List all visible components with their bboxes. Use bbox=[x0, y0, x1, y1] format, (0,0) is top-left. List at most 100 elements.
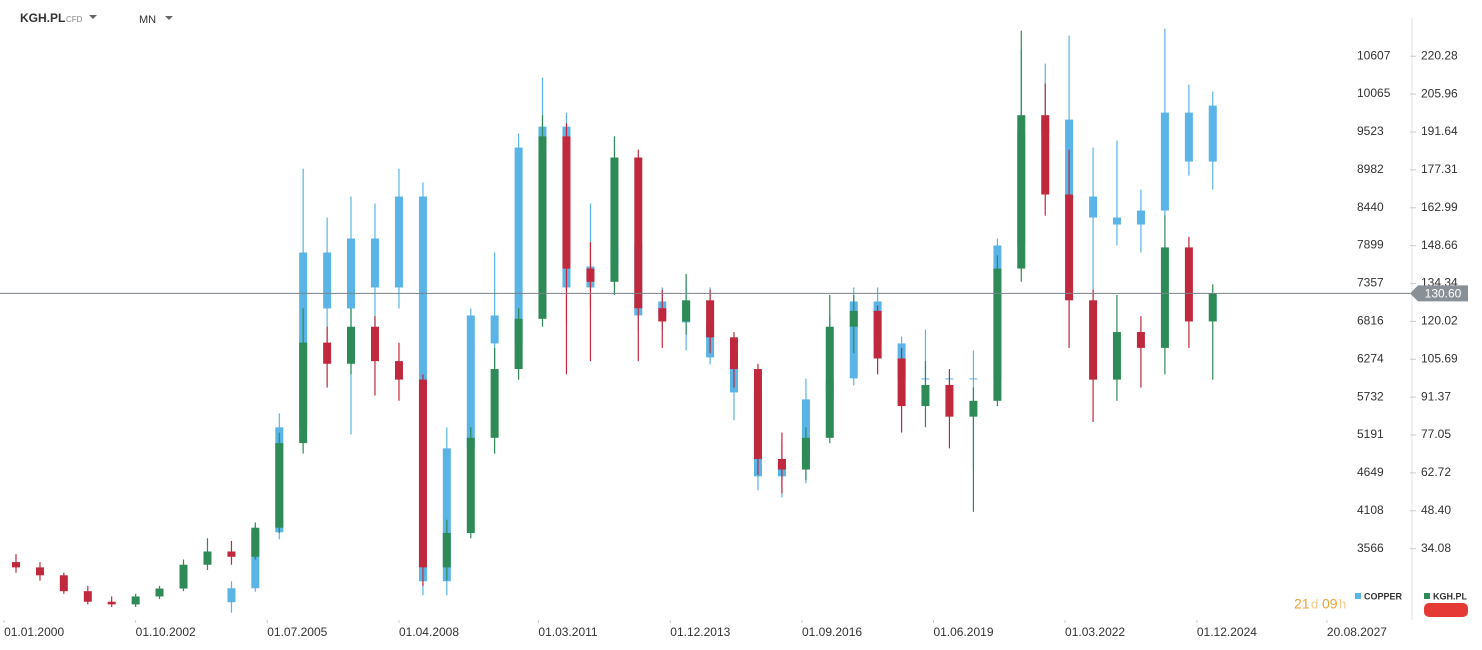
candle-body bbox=[323, 342, 332, 364]
y2-tick-label: 10607 bbox=[1357, 48, 1391, 62]
candle-body bbox=[801, 437, 810, 470]
candle-body bbox=[442, 448, 451, 582]
last-price-label: 130.60 bbox=[1425, 287, 1462, 301]
candle-body bbox=[490, 369, 499, 438]
y2-tick-label: 5191 bbox=[1357, 427, 1384, 441]
candle-body bbox=[1208, 105, 1217, 162]
candle-body bbox=[251, 527, 260, 557]
candle-body bbox=[825, 326, 834, 438]
y-tick-label: 148.66 bbox=[1421, 238, 1458, 252]
y-tick-label: 220.28 bbox=[1421, 48, 1458, 62]
candle-body bbox=[753, 369, 762, 459]
x-tick-label: 01.07.2005 bbox=[267, 625, 327, 639]
candle-body bbox=[945, 384, 954, 417]
candle-body bbox=[969, 400, 978, 417]
candle-body bbox=[777, 458, 786, 470]
candle-body bbox=[562, 136, 571, 269]
candle-body bbox=[275, 443, 284, 528]
legend-swatch bbox=[1355, 593, 1361, 599]
y-tick-label: 120.02 bbox=[1421, 314, 1458, 328]
y2-tick-label: 10065 bbox=[1357, 86, 1391, 100]
candle-body bbox=[466, 315, 475, 449]
candle-body bbox=[418, 379, 427, 568]
candle-body bbox=[1160, 112, 1169, 211]
candle-body bbox=[394, 196, 403, 288]
countdown-days-unit: d bbox=[1311, 596, 1318, 611]
y-tick-label: 105.69 bbox=[1421, 351, 1458, 365]
y2-tick-label: 4649 bbox=[1357, 465, 1384, 479]
candle-body bbox=[251, 532, 260, 589]
x-tick-label: 01.09.2016 bbox=[802, 625, 862, 639]
candle-body bbox=[11, 562, 20, 568]
y2-tick-label: 8440 bbox=[1357, 200, 1384, 214]
candle-body bbox=[370, 326, 379, 362]
candle-body bbox=[1208, 293, 1217, 322]
candle-body bbox=[179, 564, 188, 589]
y-tick-label: 34.08 bbox=[1421, 541, 1451, 555]
candle-body bbox=[370, 238, 379, 288]
candle-body bbox=[83, 591, 92, 602]
candle-body bbox=[849, 310, 858, 327]
candle-body bbox=[490, 315, 499, 344]
countdown-days: 21 bbox=[1294, 596, 1310, 612]
x-tick-label: 01.12.2013 bbox=[670, 625, 730, 639]
y2-tick-label: 7357 bbox=[1357, 276, 1384, 290]
candle-body bbox=[634, 157, 643, 309]
y2-tick-label: 4108 bbox=[1357, 503, 1384, 517]
x-tick-label: 01.12.2024 bbox=[1197, 625, 1257, 639]
symbol-dropdown[interactable] bbox=[89, 15, 97, 19]
plot-area: 01.01.2000 01.10.2002 01.07.2005 01.04.2008… bbox=[0, 28, 1468, 639]
last-price-tag bbox=[1410, 285, 1468, 302]
legend-label: KGH.PL bbox=[1433, 591, 1468, 601]
candle-body bbox=[466, 437, 475, 534]
interval[interactable]: MN bbox=[139, 14, 156, 26]
candle-body bbox=[346, 326, 355, 364]
candle-body bbox=[921, 384, 930, 407]
y-tick-label: 162.99 bbox=[1421, 200, 1458, 214]
x-tick-label: 01.10.2002 bbox=[136, 625, 196, 639]
candle-body bbox=[1160, 247, 1169, 348]
candle-body bbox=[59, 575, 68, 592]
x-tick-label: 01.03.2011 bbox=[538, 625, 597, 639]
x-tick-label: 01.06.2019 bbox=[933, 625, 993, 639]
countdown-hours: 09 bbox=[1322, 596, 1338, 612]
instrument-kind: CFD bbox=[66, 15, 83, 24]
candle-body bbox=[729, 337, 738, 370]
candle-body bbox=[706, 300, 715, 338]
candle-body bbox=[346, 238, 355, 309]
candle-body bbox=[993, 268, 1002, 401]
candle-body bbox=[1089, 196, 1098, 218]
y-tick-label: 62.72 bbox=[1421, 465, 1451, 479]
x-tick-label: 01.04.2008 bbox=[399, 625, 459, 639]
x-tick-label: 01.01.2000 bbox=[4, 625, 64, 639]
y2-tick-label: 8982 bbox=[1357, 162, 1384, 176]
candle-body bbox=[873, 310, 882, 359]
legend-label: COPPER bbox=[1364, 591, 1403, 601]
x-tick-label: 20.08.2027 bbox=[1327, 625, 1387, 639]
y-tick-label: 205.96 bbox=[1421, 86, 1458, 100]
candle-body bbox=[394, 361, 403, 380]
candle-body bbox=[1136, 332, 1145, 348]
candle-body bbox=[586, 268, 595, 282]
x-tick-label: 01.03.2022 bbox=[1065, 625, 1125, 639]
legend-swatch bbox=[1424, 593, 1430, 599]
candle-body bbox=[1184, 247, 1193, 322]
y2-tick-label: 6274 bbox=[1357, 351, 1384, 365]
candle-body bbox=[1065, 194, 1074, 301]
symbol: KGH.PL bbox=[20, 11, 65, 25]
y2-tick-label: 3566 bbox=[1357, 541, 1384, 555]
candle-body bbox=[969, 378, 978, 380]
candle-body bbox=[610, 157, 619, 282]
y2-tick-label: 6816 bbox=[1357, 314, 1384, 328]
interval-dropdown[interactable] bbox=[165, 16, 173, 20]
candle-body bbox=[155, 588, 164, 597]
y-tick-label: 77.05 bbox=[1421, 427, 1451, 441]
candle-body bbox=[299, 342, 308, 444]
status-badge bbox=[1424, 603, 1468, 617]
candle-body bbox=[1017, 115, 1026, 269]
candle-body bbox=[1112, 332, 1121, 380]
y-tick-label: 91.37 bbox=[1421, 389, 1451, 403]
candle-body bbox=[658, 308, 667, 322]
candle-body bbox=[107, 601, 116, 605]
